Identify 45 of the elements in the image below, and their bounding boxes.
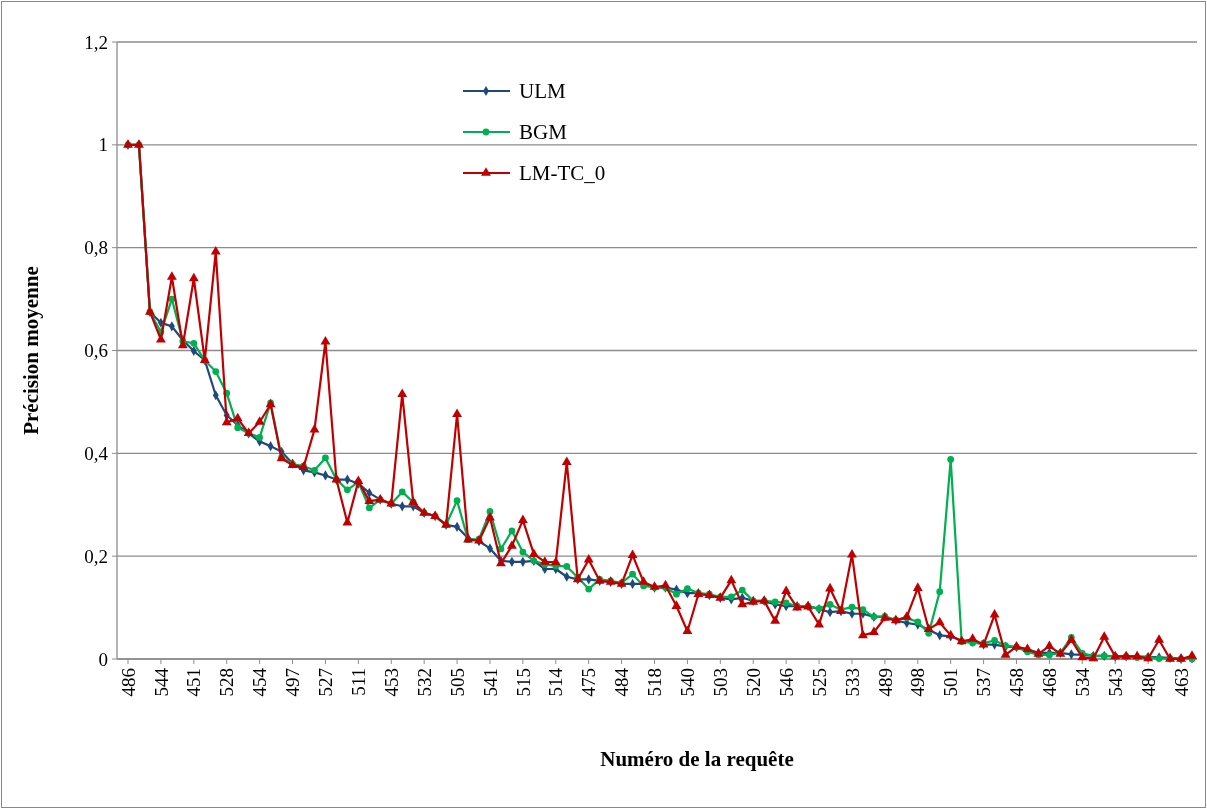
y-tick-label: 0,4 [84, 442, 109, 464]
x-tick-label: 497 [282, 668, 304, 697]
x-tick-label: 458 [1006, 668, 1028, 697]
x-tick-label: 503 [709, 668, 731, 697]
x-tick-label: 527 [315, 668, 337, 697]
x-tick-label: 534 [1071, 667, 1093, 697]
x-tick-label: 486 [117, 668, 139, 697]
y-tick-label: 0 [98, 648, 108, 670]
y-axis-title: Précision moyenne [19, 266, 43, 435]
x-tick-label: 514 [545, 667, 567, 697]
x-tick-label: 546 [775, 668, 797, 697]
x-tick-label: 489 [874, 668, 896, 697]
y-tick-label: 0,8 [84, 237, 108, 259]
x-axis-title: Numéro de la requête [600, 747, 794, 771]
x-tick-label: 511 [348, 668, 369, 696]
x-tick-label: 518 [644, 668, 666, 697]
x-tick-label: 505 [446, 668, 468, 697]
y-tick-label: 1 [98, 134, 108, 156]
x-tick-label: 515 [512, 668, 534, 697]
x-tick-label: 451 [183, 668, 205, 697]
y-tick-label: 0,6 [84, 340, 108, 362]
x-tick-label: 453 [380, 668, 402, 697]
x-tick-label: 463 [1170, 668, 1192, 697]
x-tick-label: 544 [150, 667, 172, 697]
y-tick-label: 0,2 [84, 545, 108, 567]
x-tick-label: 475 [578, 668, 600, 697]
x-tick-label: 537 [973, 668, 995, 697]
x-tick-label: 484 [611, 667, 633, 697]
y-tick-label: 1,2 [84, 31, 108, 53]
x-tick-label: 543 [1104, 668, 1126, 697]
x-tick-label: 480 [1137, 668, 1159, 697]
x-tick-label: 501 [940, 668, 962, 697]
x-tick-label: 528 [216, 668, 238, 697]
legend-label: BGM [519, 120, 568, 145]
x-tick-label: 540 [677, 668, 699, 697]
x-tick-label: 541 [479, 668, 501, 697]
legend-label: ULM [519, 79, 566, 104]
x-tick-label: 525 [808, 668, 830, 697]
x-tick-label: 532 [413, 668, 435, 697]
x-tick-label: 520 [742, 668, 764, 697]
x-tick-label: 468 [1039, 668, 1061, 697]
x-tick-label: 498 [907, 668, 929, 697]
x-tick-label: 454 [249, 667, 271, 697]
legend-label: LM-TC_0 [519, 161, 606, 186]
x-tick-label: 533 [841, 668, 863, 697]
